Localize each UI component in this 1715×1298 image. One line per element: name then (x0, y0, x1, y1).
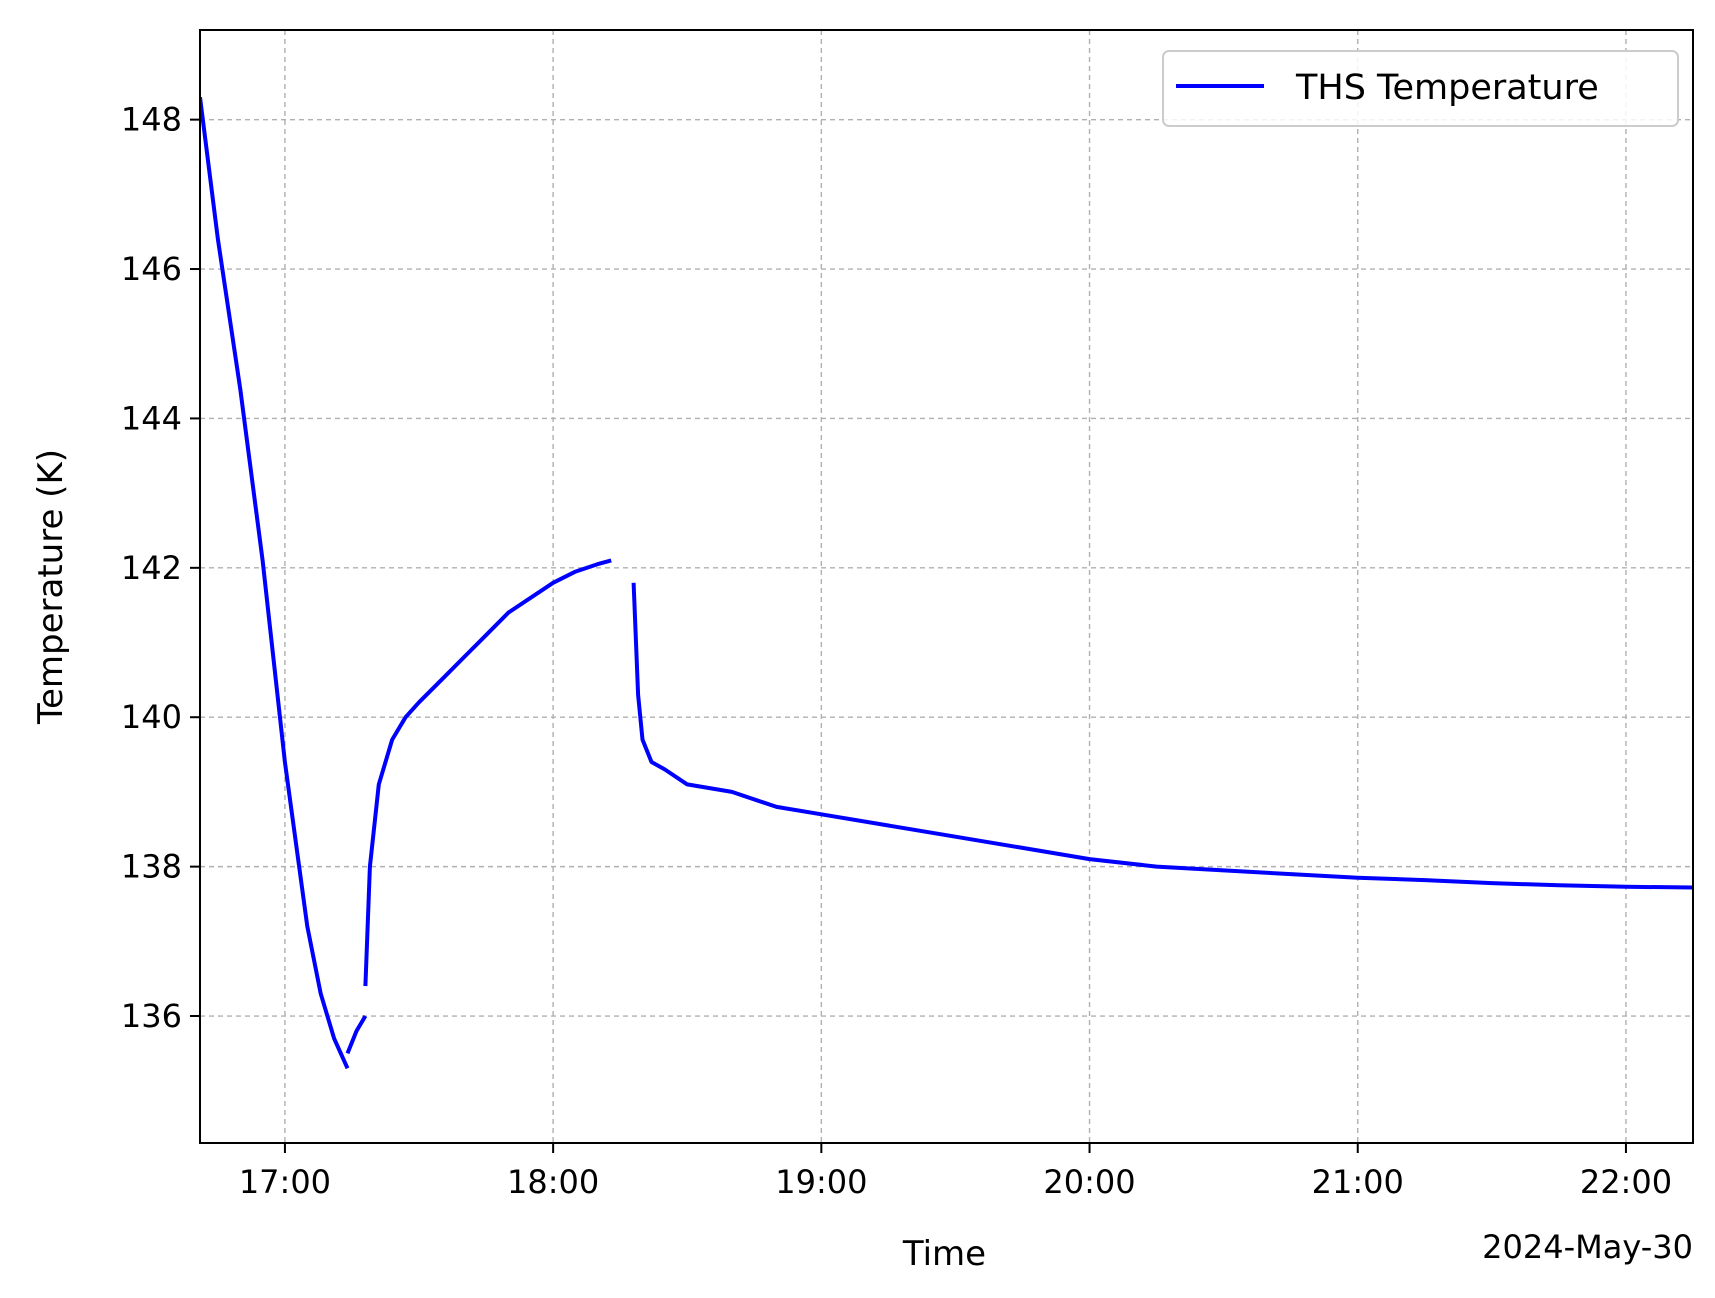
x-tick-label: 19:00 (775, 1163, 867, 1201)
series-line-ths-temperature (200, 96, 350, 1070)
series-line-ths-temperature (363, 558, 612, 987)
y-tick-label: 146 (121, 250, 182, 288)
legend: THS Temperature (1162, 50, 1679, 127)
x-tick-label: 18:00 (507, 1163, 599, 1201)
x-tick-label: 17:00 (239, 1163, 331, 1201)
y-tick-label: 142 (121, 549, 182, 587)
x-axis-label: Time (902, 1234, 986, 1274)
series-layer (200, 96, 1693, 1070)
y-axis-label: Temperature (K) (31, 449, 71, 725)
series-line-ths-temperature (631, 582, 1693, 890)
axis-ticks: 17:00 18:00 19:00 20:00 21:00 22:00 136 138 140 1… (121, 101, 1672, 1201)
y-tick-label: 148 (121, 101, 182, 139)
series-line-ths-temperature (345, 1014, 368, 1055)
y-tick-label: 138 (121, 848, 182, 886)
x-tick-label: 20:00 (1043, 1163, 1135, 1201)
legend-entry-ths-temperature: THS Temperature (1295, 68, 1599, 108)
legend-box (1162, 50, 1679, 127)
y-tick-label: 144 (121, 399, 182, 437)
x-axis-date-label: 2024-May-30 (1482, 1228, 1693, 1266)
x-tick-label: 21:00 (1312, 1163, 1404, 1201)
x-tick-label: 22:00 (1580, 1163, 1672, 1201)
axes-frame (199, 29, 1694, 1144)
y-tick-label: 140 (121, 698, 182, 736)
y-tick-label: 136 (121, 997, 182, 1035)
